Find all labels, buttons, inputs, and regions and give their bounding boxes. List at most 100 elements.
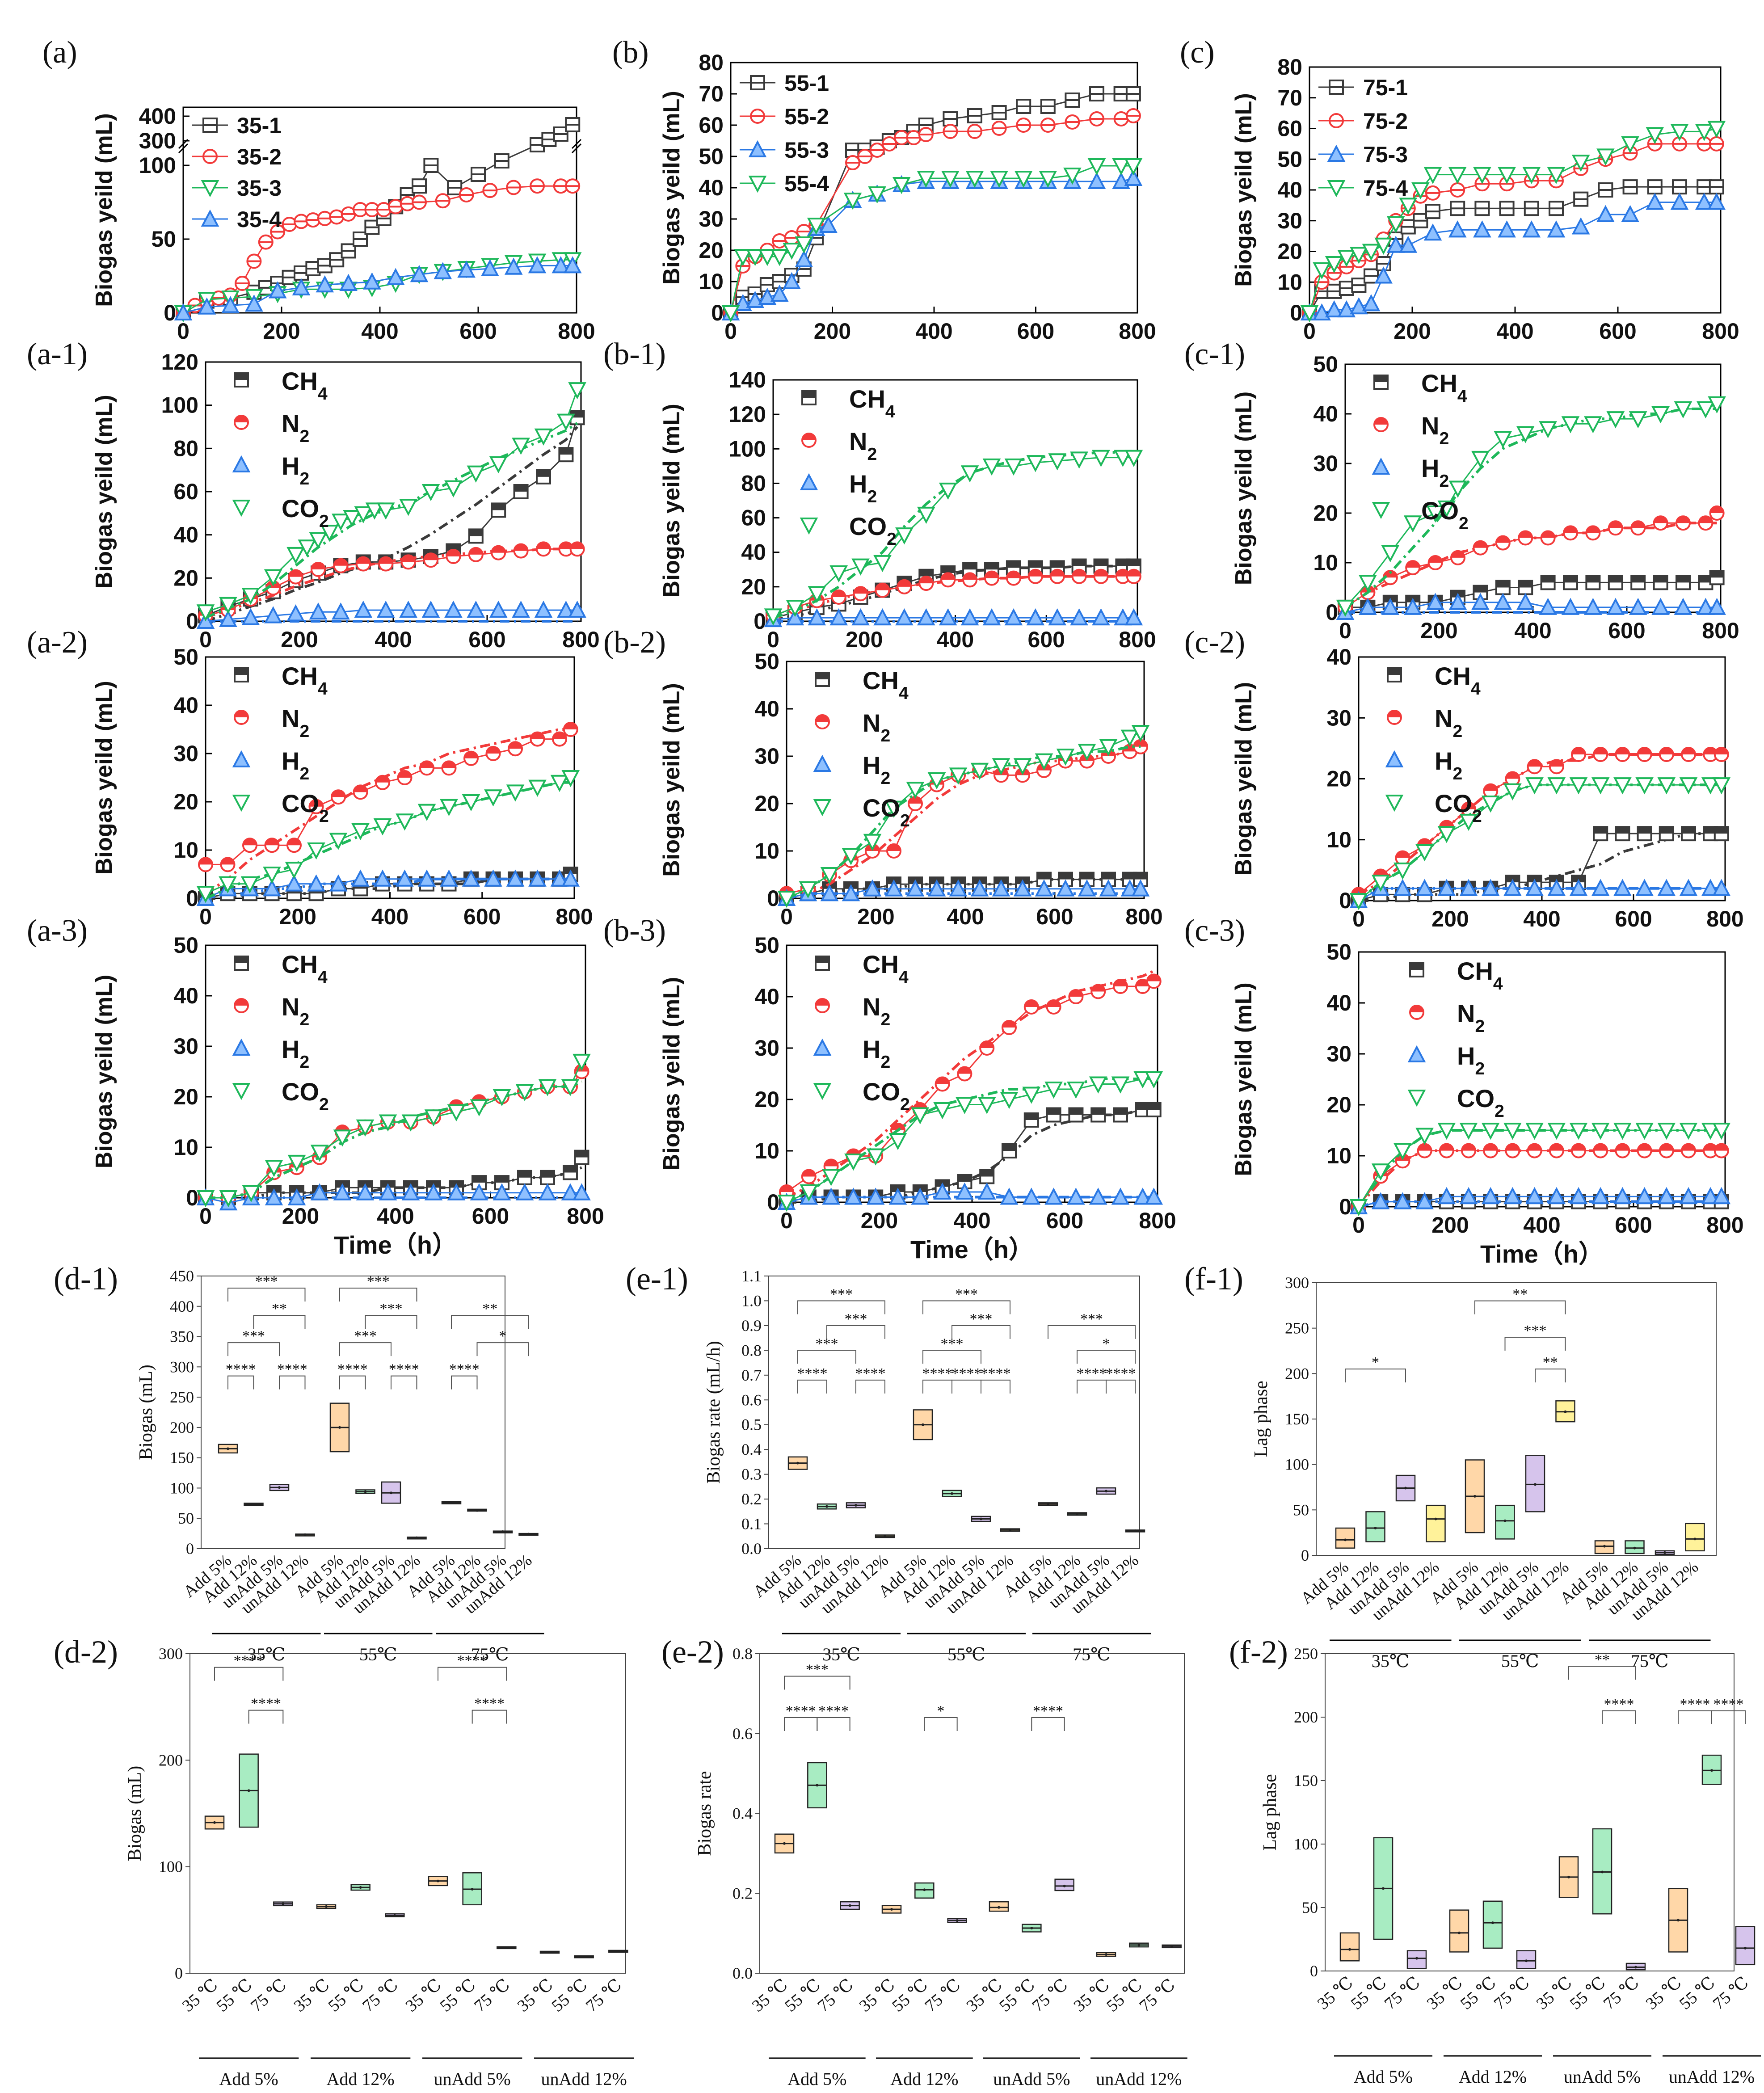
y-tick-label: 0 bbox=[754, 609, 766, 634]
data-point-fill bbox=[265, 838, 279, 846]
legend-label: CH4 bbox=[282, 367, 328, 404]
box-group: Add 5%Add 12%unAdd 5%unAdd 12%55℃ bbox=[875, 1409, 1026, 1664]
category-label: 55 ℃ bbox=[548, 1975, 591, 2016]
significance-bracket: ** bbox=[1535, 1354, 1566, 1383]
data-point bbox=[1437, 500, 1456, 518]
x-tick-label: 600 bbox=[1615, 906, 1652, 931]
data-point-fill bbox=[1047, 1108, 1061, 1115]
data-point bbox=[895, 608, 914, 626]
data-point-fill bbox=[1541, 531, 1555, 538]
legend-label: N2 bbox=[1457, 999, 1485, 1036]
y-tick-label: 100 bbox=[729, 436, 766, 461]
data-point bbox=[1056, 879, 1075, 897]
significance-label: **** bbox=[1106, 1365, 1136, 1382]
axis-break-mark bbox=[178, 143, 189, 154]
box-mean-dot bbox=[1744, 1946, 1747, 1950]
significance-bracket: *** bbox=[797, 1286, 885, 1314]
legend-marker bbox=[1407, 1090, 1426, 1107]
x-tick-label: 0 bbox=[1303, 319, 1316, 344]
data-point bbox=[310, 1145, 329, 1162]
data-point bbox=[356, 1183, 375, 1200]
data-point bbox=[956, 1182, 974, 1200]
x-tick-label: 600 bbox=[463, 904, 501, 929]
panel-label: (b-3) bbox=[603, 914, 666, 948]
data-point-fill bbox=[446, 550, 460, 556]
data-point bbox=[786, 608, 804, 626]
data-point-fill bbox=[1428, 556, 1442, 563]
x-tick-label: 0 bbox=[724, 319, 737, 344]
legend-marker-fill bbox=[802, 434, 816, 440]
data-point bbox=[339, 274, 358, 291]
data-point-fill bbox=[464, 751, 478, 758]
data-point bbox=[770, 284, 789, 302]
box-mean-dot bbox=[227, 1447, 229, 1450]
data-point bbox=[800, 1184, 818, 1202]
box-group: 35 ℃55 ℃75 ℃ Add 5% bbox=[1314, 1837, 1432, 2087]
x-tick-label: 0 bbox=[780, 904, 793, 929]
data-point bbox=[351, 823, 370, 841]
data-point bbox=[1035, 753, 1053, 771]
significance-bracket: *** bbox=[951, 1311, 1010, 1339]
data-point bbox=[906, 879, 925, 897]
significance-label: **** bbox=[449, 1361, 480, 1378]
series-CO2: CO2 bbox=[777, 725, 1150, 908]
y-tick-label: 0.9 bbox=[741, 1317, 762, 1335]
legend-label: 55-3 bbox=[784, 138, 829, 163]
data-point bbox=[241, 588, 260, 605]
data-point bbox=[568, 382, 586, 400]
y-tick-label: 70 bbox=[1277, 85, 1302, 110]
legend-marker bbox=[1372, 502, 1390, 519]
data-point bbox=[1503, 1123, 1522, 1140]
x-tick-label: 800 bbox=[1702, 618, 1739, 643]
data-point-fill bbox=[1638, 1144, 1651, 1151]
significance-label: **** bbox=[1713, 1696, 1744, 1713]
data-point bbox=[933, 1102, 951, 1120]
y-tick-label: 20 bbox=[699, 238, 724, 263]
legend-label: H2 bbox=[282, 747, 309, 783]
data-point bbox=[1613, 777, 1632, 795]
significance-bracket: * bbox=[924, 1703, 958, 1731]
x-tick-label: 600 bbox=[1028, 627, 1065, 652]
data-point bbox=[1569, 1187, 1588, 1204]
y-tick-label: 100 bbox=[1285, 1456, 1309, 1474]
y-tick-label: 20 bbox=[173, 1084, 198, 1109]
series-CO2: CO2 bbox=[196, 1053, 591, 1208]
data-point-fill bbox=[1699, 516, 1713, 523]
box-mean-dot bbox=[338, 1426, 341, 1429]
data-point bbox=[1013, 758, 1032, 775]
significance-label: *** bbox=[380, 1301, 403, 1317]
box-mean-dot bbox=[1134, 1529, 1137, 1533]
significance-label: **** bbox=[797, 1365, 828, 1382]
data-point bbox=[1522, 167, 1541, 184]
data-point bbox=[977, 1182, 996, 1200]
significance-bracket: **** bbox=[817, 1703, 850, 1731]
significance-label: **** bbox=[818, 1703, 849, 1719]
legend-marker bbox=[201, 209, 219, 227]
data-point bbox=[1584, 598, 1602, 615]
data-point bbox=[1067, 1082, 1085, 1099]
data-point bbox=[895, 527, 914, 545]
bracket-line bbox=[1568, 1666, 1636, 1680]
bracket-line bbox=[339, 1342, 392, 1356]
data-point bbox=[1300, 305, 1319, 323]
data-point bbox=[1525, 879, 1544, 896]
data-point bbox=[1415, 879, 1434, 896]
data-point bbox=[196, 886, 215, 903]
data-point bbox=[1561, 598, 1580, 615]
data-point bbox=[819, 215, 838, 233]
data-point bbox=[1448, 167, 1467, 184]
group-label: Add 5% bbox=[219, 2069, 278, 2089]
group-label: 75℃ bbox=[471, 1644, 509, 1664]
data-point-fill bbox=[1682, 827, 1695, 834]
legend-marker-fill bbox=[1410, 963, 1423, 970]
bracket-line bbox=[1345, 1369, 1406, 1383]
data-point bbox=[379, 1114, 397, 1132]
data-point bbox=[561, 1183, 580, 1200]
y-tick-label: 50 bbox=[173, 644, 198, 670]
series-CO2: CO2 bbox=[196, 382, 586, 622]
legend-label: 35-3 bbox=[237, 176, 282, 201]
data-point bbox=[557, 413, 575, 431]
data-point-fill bbox=[1519, 581, 1532, 588]
box-group: 35 ℃55 ℃75 ℃ unAdd 5% bbox=[402, 1872, 522, 2089]
